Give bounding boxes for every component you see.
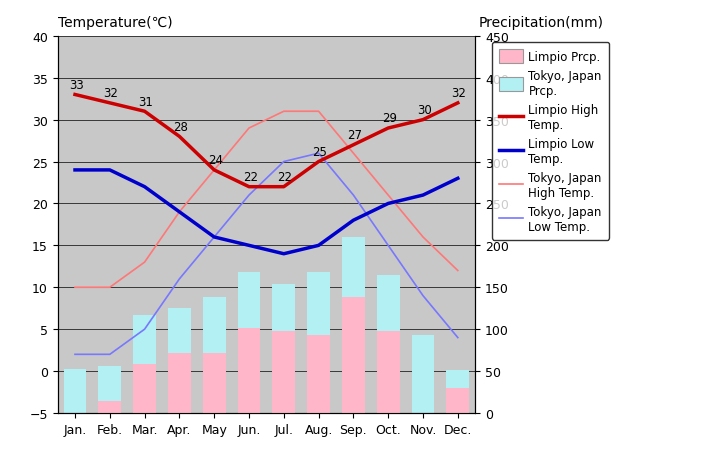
Bar bbox=[238, 273, 261, 413]
Text: 31: 31 bbox=[138, 95, 153, 108]
Bar bbox=[203, 298, 225, 413]
Bar bbox=[133, 364, 156, 413]
Bar bbox=[99, 366, 121, 413]
Text: 25: 25 bbox=[312, 146, 327, 158]
Bar bbox=[342, 237, 365, 413]
Bar bbox=[307, 336, 330, 413]
Text: 27: 27 bbox=[347, 129, 362, 142]
Text: 32: 32 bbox=[104, 87, 118, 100]
Bar bbox=[342, 298, 365, 413]
Bar bbox=[238, 329, 261, 413]
Text: 33: 33 bbox=[68, 78, 84, 91]
Bar bbox=[168, 308, 191, 413]
Bar bbox=[99, 401, 121, 413]
Bar bbox=[446, 388, 469, 413]
Legend: Limpio Prcp., Tokyo, Japan
Prcp., Limpio High
Temp., Limpio Low
Temp., Tokyo, Ja: Limpio Prcp., Tokyo, Japan Prcp., Limpio… bbox=[492, 43, 609, 240]
Bar bbox=[272, 331, 295, 413]
Bar bbox=[307, 273, 330, 413]
Bar bbox=[446, 370, 469, 413]
Text: 32: 32 bbox=[451, 87, 467, 100]
Bar bbox=[63, 369, 86, 413]
Text: 30: 30 bbox=[417, 104, 431, 117]
Text: 24: 24 bbox=[208, 154, 223, 167]
Bar bbox=[412, 336, 434, 413]
Bar bbox=[377, 331, 400, 413]
Text: 22: 22 bbox=[277, 171, 292, 184]
Bar bbox=[133, 315, 156, 413]
Text: 29: 29 bbox=[382, 112, 397, 125]
Text: 22: 22 bbox=[243, 171, 258, 184]
Text: 28: 28 bbox=[173, 120, 188, 134]
Bar bbox=[377, 275, 400, 413]
Bar bbox=[203, 354, 225, 413]
Text: Precipitation(mm): Precipitation(mm) bbox=[479, 16, 604, 30]
Bar bbox=[272, 284, 295, 413]
Bar bbox=[168, 354, 191, 413]
Text: Temperature(℃): Temperature(℃) bbox=[58, 16, 172, 30]
